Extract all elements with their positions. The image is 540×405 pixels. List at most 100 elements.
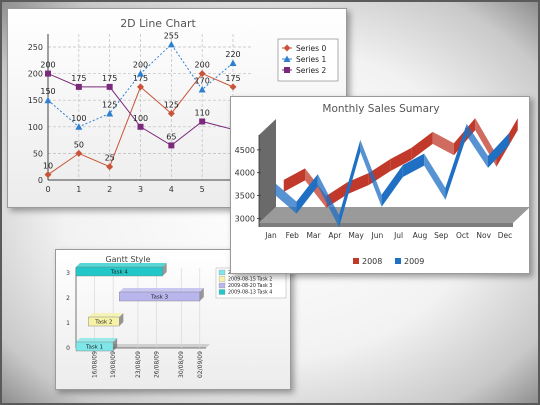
bar-label: Task 4 [110,270,129,276]
y-tick-label: 3 [66,270,70,277]
legend-swatch [218,289,226,295]
ribbon-segment [317,174,340,228]
data-label: 175 [225,74,240,83]
y-tick-label: 4500 [235,146,255,155]
y-tick-label: 0 [38,176,43,185]
y-tick-label: 50 [33,149,43,158]
data-point [167,40,175,48]
x-tick-label: Apr [328,231,342,240]
data-point [168,142,175,149]
ribbon-segment [283,168,306,192]
ribbon-segment [466,123,488,168]
y-tick-label: 1 [66,320,70,327]
legend-swatch [395,258,401,264]
bar-top [88,313,124,317]
y-tick-label: 200 [28,70,43,79]
x-tick-label: Jan [264,231,277,240]
y-tick-label: 3000 [235,214,255,223]
bar-label: Task 3 [150,295,169,301]
data-point [198,86,206,93]
bar-top [76,263,167,267]
x-tick-label: May [348,231,364,240]
ribbon-segment [411,131,433,160]
x-tick-label: 02/09/09 [197,351,204,378]
data-label: 220 [225,50,240,59]
bar-label: Task 1 [85,345,103,351]
back-wall [259,119,276,223]
data-label: 100 [133,114,148,123]
ribbon-segment [424,153,446,200]
data-point [75,123,83,130]
ribbon-segment [296,174,318,214]
data-point [75,83,82,90]
floor [259,207,530,223]
legend-label: Series 2 [296,66,326,75]
legend-label: 2009-08-20 Task 3 [228,283,272,289]
data-point [137,70,144,77]
data-point [137,123,144,130]
data-point [137,83,144,91]
data-label: 150 [40,87,55,96]
data-label: 200 [40,61,55,70]
legend-swatch [353,258,359,264]
x-tick-label: 4 [169,185,174,194]
sales-chart: Monthly Sales Sumary 3000 3500 4000 4500 Jan F… [235,103,530,266]
legend-marker [283,55,291,62]
bar-side [199,288,204,301]
data-point [44,171,52,179]
data-point [167,109,175,117]
x-tick-label: Aug [413,231,428,240]
data-point [106,83,113,90]
chart-title: Gantt Style [105,255,150,264]
data-point [44,96,52,104]
data-point [198,70,206,78]
legend-marker [283,44,291,52]
data-point [229,59,237,66]
data-point [75,149,83,157]
bar-label: Task 2 [94,320,112,326]
data-label: 10 [43,162,53,171]
data-label: 110 [195,108,210,117]
bar-side [162,263,167,276]
gantt-bar [75,266,163,277]
ribbon-segment [432,131,454,156]
legend-label: 2009 [404,257,424,266]
data-label: 200 [133,61,148,70]
line-chart: 2D Line Chart050100150200250012345610502… [28,17,339,194]
data-label: 50 [74,140,84,149]
data-label: 170 [195,77,210,86]
x-tick-label: 0 [45,185,50,194]
legend-label: 2008 [362,257,382,266]
y-tick-label: 4000 [235,169,255,178]
data-point [229,83,237,91]
bar-side [113,338,118,351]
x-tick-label: 16/08/09 [92,351,99,378]
legend-swatch [218,282,226,289]
legend-label: 2009-08-15 Task 2 [228,277,272,283]
y-tick-label: 2 [66,295,70,302]
legend-label: Series 1 [296,55,326,64]
chart-title: Monthly Sales Sumary [322,103,439,115]
ribbon-segment [347,173,369,195]
data-point [106,109,114,117]
ribbon-segment [390,147,412,172]
x-tick-label: 26/08/09 [153,351,160,378]
data-label: 125 [164,100,179,109]
ribbon-segment [445,123,467,200]
ribbon-segment [487,133,510,168]
floor-edge [259,223,513,227]
ribbon-segment [360,139,382,207]
x-tick-label: Jul [393,231,403,240]
y-tick-label: 150 [28,96,43,105]
data-point [106,163,114,171]
ribbon-segment [275,183,297,214]
x-tick-label: 30/08/09 [178,351,185,378]
data-point [199,118,206,125]
legend-label: Series 0 [296,44,326,53]
x-tick-label: 19/08/09 [110,351,117,378]
chart-title: 2D Line Chart [120,17,196,30]
data-label: 65 [166,132,176,141]
x-tick-label: Dec [498,231,513,240]
data-label: 175 [102,74,117,83]
